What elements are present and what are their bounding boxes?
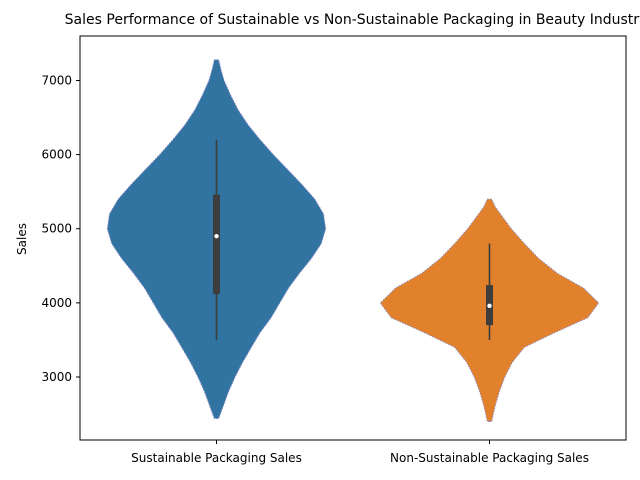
y-axis-ticks: 3000 4000 5000 6000 7000 [41, 73, 80, 384]
y-axis-label: Sales [15, 223, 29, 255]
median-marker-1 [487, 303, 492, 309]
iqr-box-0 [213, 194, 220, 294]
plot-frame [79, 35, 627, 441]
x-tick-label-0: Sustainable Packaging Sales [131, 451, 302, 465]
y-tick-label-4: 7000 [41, 73, 72, 87]
y-tick-label-3: 6000 [41, 148, 72, 162]
violins [106, 59, 600, 423]
plot-area [79, 35, 627, 441]
y-tick-label-1: 4000 [41, 296, 72, 310]
y-tick-label-0: 3000 [41, 370, 72, 384]
chart-title: Sales Performance of Sustainable vs Non-… [65, 12, 640, 28]
median-marker-0 [214, 233, 219, 239]
x-axis-ticks: Sustainable Packaging Sales Non-Sustainab… [131, 440, 589, 465]
x-tick-label-1: Non-Sustainable Packaging Sales [390, 451, 589, 465]
y-tick-label-2: 5000 [41, 222, 72, 236]
